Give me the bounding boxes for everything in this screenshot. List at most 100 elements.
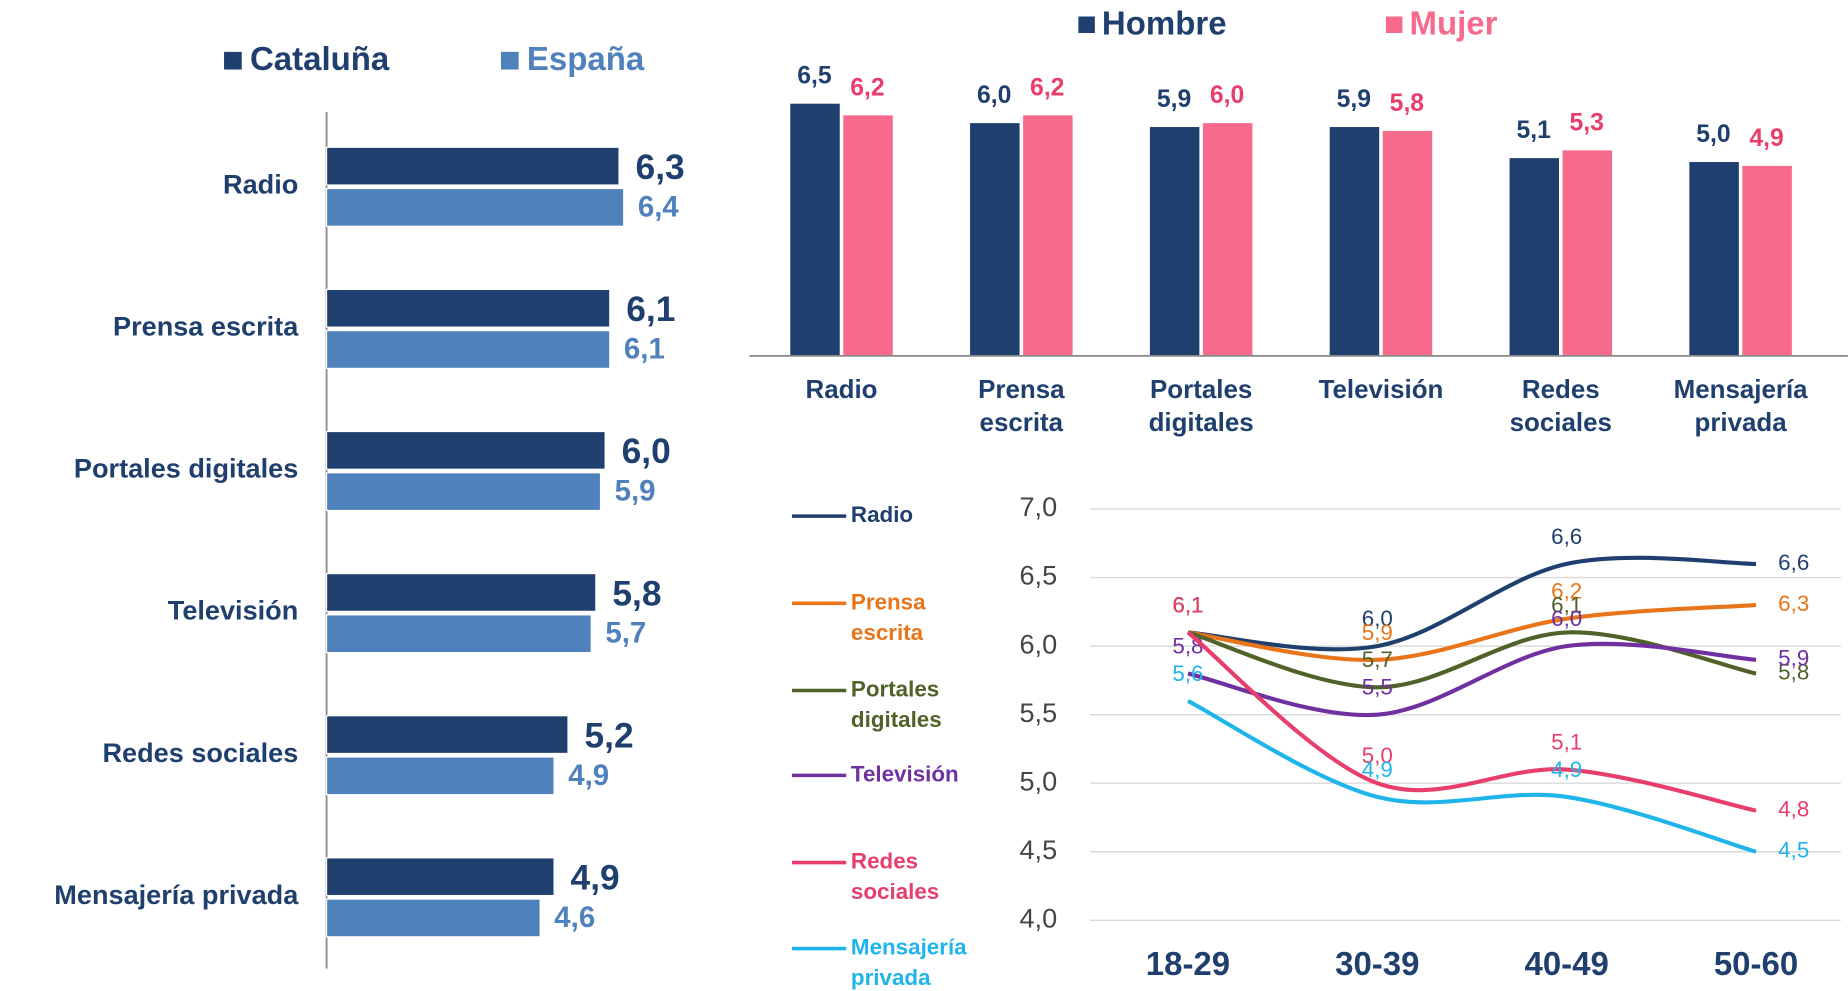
- value-label: 4,9: [1362, 757, 1393, 782]
- bar: [789, 102, 841, 357]
- line: [1186, 630, 1757, 813]
- y-tick-label: 4,5: [1019, 834, 1057, 865]
- bar: [325, 898, 541, 938]
- category-label: Portales digitales: [1149, 376, 1254, 437]
- bar: [325, 756, 555, 796]
- category-label: Prensa escrita: [978, 376, 1065, 437]
- y-tick-label: 7,0: [1019, 491, 1057, 522]
- value-label: 5,7: [1362, 647, 1393, 672]
- x-tick-label: 30-39: [1335, 945, 1419, 982]
- value-label: 6,0: [1362, 606, 1393, 631]
- value-label: 5,6: [1172, 661, 1203, 686]
- bar: [325, 330, 611, 369]
- line: [1187, 699, 1757, 854]
- bar: [325, 472, 602, 512]
- bar: [1688, 160, 1741, 357]
- value-label: 6,1: [1172, 592, 1203, 617]
- bar: [1148, 125, 1201, 357]
- y-tick-label: 5,0: [1019, 765, 1057, 796]
- category-label: Mensajería privada: [54, 879, 299, 910]
- value-label: 5,9: [1362, 620, 1393, 645]
- y-tick-label: 6,5: [1019, 560, 1057, 591]
- bar: [842, 114, 894, 357]
- value-label: 6,6: [1778, 550, 1809, 575]
- legend-label: Mensajería privada: [851, 934, 967, 990]
- line: [1187, 641, 1757, 718]
- value-label: 6,2: [1551, 579, 1582, 604]
- bar: [325, 715, 569, 755]
- value-label: 5,8: [1390, 90, 1424, 117]
- legend-swatch: [500, 51, 519, 70]
- y-tick-label: 5,5: [1019, 697, 1057, 728]
- value-label: 4,9: [1551, 757, 1582, 782]
- y-tick-label: 6,0: [1019, 628, 1057, 659]
- legend-label: Radio: [851, 502, 913, 527]
- line: [1187, 602, 1757, 662]
- value-label: 5,9: [615, 475, 656, 508]
- value-label: 5,8: [1778, 659, 1809, 684]
- bar: [325, 288, 611, 328]
- value-label: 5,1: [1516, 117, 1551, 144]
- category-label: Redes sociales: [102, 737, 298, 768]
- value-label: 4,8: [1778, 797, 1809, 822]
- bar: [325, 573, 597, 612]
- category-label: Radio: [806, 376, 878, 404]
- category-label: Portales digitales: [74, 453, 298, 484]
- value-label: 6,0: [622, 432, 671, 471]
- value-label: 6,4: [638, 190, 680, 223]
- value-label: 6,6: [1551, 524, 1582, 549]
- value-label: 5,2: [584, 716, 633, 755]
- category-label: Mensajería privada: [1674, 376, 1809, 437]
- value-label: 6,1: [624, 332, 665, 365]
- x-tick-label: 50-60: [1714, 945, 1798, 982]
- value-label: 4,9: [1749, 125, 1783, 152]
- value-label: 5,1: [1551, 729, 1582, 754]
- category-label: Televisión: [168, 595, 299, 626]
- value-label: 5,9: [1778, 646, 1809, 671]
- value-label: 4,9: [568, 759, 609, 792]
- bar: [1201, 121, 1254, 357]
- value-label: 6,0: [1551, 606, 1582, 631]
- legend-label: Mujer: [1409, 5, 1497, 42]
- bar: [325, 430, 606, 470]
- y-tick-label: 4,0: [1019, 902, 1057, 933]
- legend-label: Televisión: [851, 761, 959, 786]
- bar: [968, 121, 1021, 357]
- value-label: 5,0: [1696, 121, 1730, 148]
- value-label: 6,3: [636, 148, 685, 187]
- bar: [325, 857, 555, 897]
- legend-label: Prensa escrita: [851, 589, 926, 645]
- value-label: 6,3: [1778, 591, 1809, 616]
- value-label: 5,9: [1157, 86, 1191, 113]
- legend-label: Cataluña: [250, 40, 390, 77]
- legend-label: Portales digitales: [851, 676, 942, 732]
- value-label: 4,5: [1778, 838, 1809, 863]
- category-label: Redes sociales: [1510, 376, 1612, 437]
- value-label: 5,9: [1337, 86, 1371, 113]
- value-label: 6,2: [1030, 74, 1064, 101]
- value-label: 6,1: [1172, 592, 1203, 617]
- bar: [325, 146, 620, 186]
- value-label: 5,0: [1362, 743, 1393, 768]
- legend-label: Redes sociales: [851, 848, 939, 904]
- bar: [1328, 125, 1381, 357]
- value-label: 6,5: [797, 63, 832, 90]
- line: [1187, 555, 1757, 652]
- value-label: 6,1: [1172, 592, 1203, 617]
- x-tick-label: 40-49: [1524, 945, 1608, 982]
- bar: [1741, 164, 1794, 357]
- bar: [325, 187, 625, 227]
- category-label: Televisión: [1319, 376, 1444, 404]
- value-label: 6,2: [850, 74, 884, 101]
- bar: [1021, 114, 1074, 357]
- value-label: 5,8: [1172, 634, 1203, 659]
- legend-swatch: [1078, 16, 1095, 33]
- value-label: 6,1: [1172, 592, 1203, 617]
- legend-swatch: [1385, 16, 1403, 33]
- category-label: Radio: [223, 168, 298, 199]
- value-label: 6,0: [1210, 82, 1244, 109]
- bar: [1508, 156, 1561, 357]
- bar: [1381, 129, 1434, 357]
